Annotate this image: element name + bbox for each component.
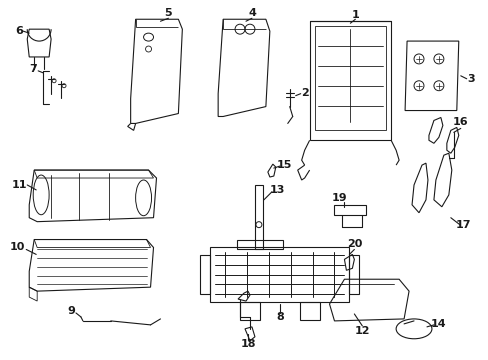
Text: 4: 4 bbox=[247, 8, 255, 18]
Text: 5: 5 bbox=[164, 8, 172, 18]
Text: 9: 9 bbox=[67, 306, 75, 316]
Text: 1: 1 bbox=[351, 10, 359, 20]
Text: 11: 11 bbox=[12, 180, 27, 190]
Text: 2: 2 bbox=[300, 88, 308, 98]
Text: 15: 15 bbox=[277, 160, 292, 170]
Text: 14: 14 bbox=[430, 319, 446, 329]
Bar bbox=[334, 205, 366, 215]
Text: 10: 10 bbox=[10, 243, 25, 252]
Text: 13: 13 bbox=[269, 185, 285, 195]
Bar bbox=[210, 247, 349, 302]
Text: 17: 17 bbox=[455, 220, 470, 230]
Text: 3: 3 bbox=[466, 74, 473, 84]
Text: 16: 16 bbox=[452, 117, 468, 127]
Bar bbox=[314, 26, 386, 130]
Text: 8: 8 bbox=[275, 312, 283, 322]
Text: 7: 7 bbox=[29, 64, 37, 74]
Text: 18: 18 bbox=[240, 339, 255, 349]
Text: 20: 20 bbox=[346, 239, 361, 249]
Text: 12: 12 bbox=[354, 326, 369, 336]
Text: 19: 19 bbox=[331, 193, 346, 203]
Text: 6: 6 bbox=[15, 26, 23, 36]
Bar bbox=[309, 21, 390, 140]
